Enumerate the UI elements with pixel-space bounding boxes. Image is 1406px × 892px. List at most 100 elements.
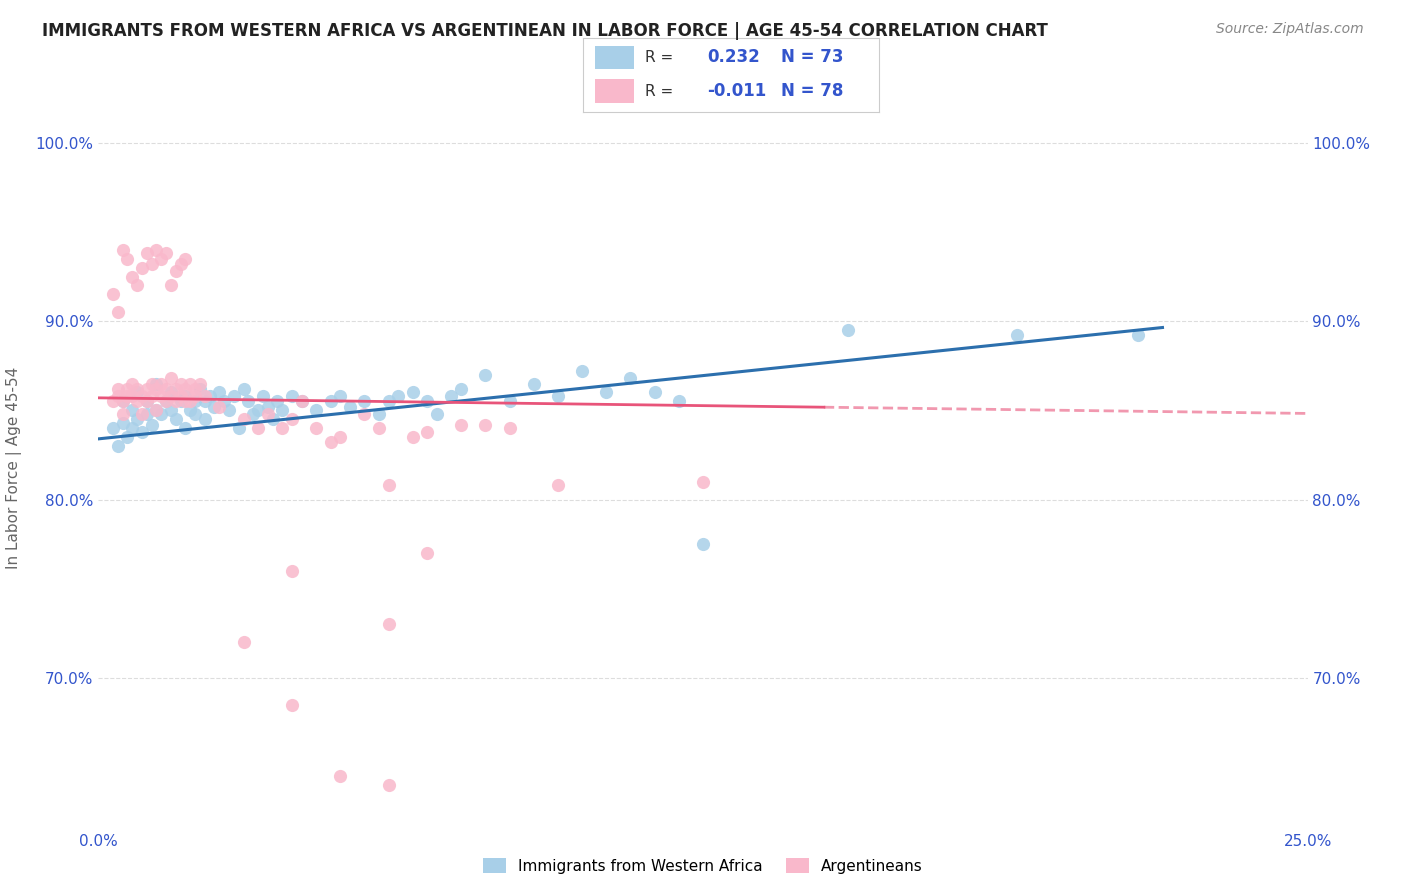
Point [160, 389, 183, 403]
Point [127, 278, 149, 293]
Text: Source: ZipAtlas.com: Source: ZipAtlas.com [1216, 22, 1364, 37]
Point [416, 546, 439, 560]
Point [174, 382, 197, 396]
Point [368, 407, 391, 421]
Point [281, 698, 304, 712]
Point [644, 385, 666, 400]
Point [377, 394, 399, 409]
Point [377, 617, 399, 632]
Point [155, 246, 177, 260]
Point [174, 394, 197, 409]
Point [111, 243, 134, 257]
Point [169, 394, 191, 409]
Point [101, 421, 124, 435]
Point [256, 400, 278, 414]
Point [212, 394, 235, 409]
Point [145, 403, 167, 417]
Point [595, 385, 617, 400]
Point [169, 257, 191, 271]
Point [160, 278, 183, 293]
Point [329, 430, 352, 444]
Point [155, 394, 177, 409]
Text: R =: R = [645, 50, 673, 65]
Point [117, 252, 139, 266]
Point [121, 421, 143, 435]
Point [155, 394, 177, 409]
Point [281, 389, 304, 403]
Point [232, 382, 254, 396]
Legend: Immigrants from Western Africa, Argentineans: Immigrants from Western Africa, Argentin… [477, 852, 929, 880]
Point [1007, 328, 1029, 343]
Point [111, 407, 134, 421]
Point [131, 389, 153, 403]
Point [247, 421, 270, 435]
Point [150, 376, 173, 391]
Point [127, 385, 149, 400]
Point [329, 389, 352, 403]
FancyBboxPatch shape [595, 45, 634, 69]
Text: 0.232: 0.232 [707, 48, 761, 66]
Point [145, 403, 167, 417]
Point [101, 287, 124, 301]
Point [474, 417, 496, 432]
Point [111, 394, 134, 409]
Point [135, 382, 157, 396]
Point [232, 635, 254, 649]
Point [547, 389, 569, 403]
Point [218, 403, 240, 417]
Y-axis label: In Labor Force | Age 45-54: In Labor Force | Age 45-54 [6, 368, 21, 569]
Point [111, 394, 134, 409]
Point [353, 394, 375, 409]
Point [619, 371, 641, 385]
Point [692, 475, 714, 489]
Point [194, 394, 217, 409]
Point [145, 376, 167, 391]
Point [141, 376, 163, 391]
Point [117, 430, 139, 444]
Point [256, 407, 278, 421]
Point [160, 385, 183, 400]
Point [377, 478, 399, 492]
Point [121, 376, 143, 391]
Point [131, 407, 153, 421]
Point [160, 403, 183, 417]
Point [271, 403, 294, 417]
Point [281, 412, 304, 426]
Point [165, 382, 187, 396]
Point [188, 376, 211, 391]
Point [145, 382, 167, 396]
Point [426, 407, 449, 421]
Point [141, 257, 163, 271]
Point [179, 394, 201, 409]
Point [135, 394, 157, 409]
Point [145, 243, 167, 257]
Point [668, 394, 690, 409]
Point [208, 385, 231, 400]
Point [179, 403, 201, 417]
Point [368, 421, 391, 435]
Point [165, 412, 187, 426]
Point [228, 421, 250, 435]
Point [155, 382, 177, 396]
Point [377, 778, 399, 792]
Point [329, 769, 352, 783]
Point [305, 403, 328, 417]
Point [194, 412, 217, 426]
Point [416, 425, 439, 439]
Point [252, 389, 274, 403]
Text: R =: R = [645, 84, 673, 98]
Point [117, 382, 139, 396]
Point [281, 564, 304, 578]
Point [450, 417, 472, 432]
Point [174, 421, 197, 435]
Point [208, 400, 231, 414]
Point [353, 407, 375, 421]
Point [290, 394, 312, 409]
Point [117, 389, 139, 403]
Point [339, 400, 361, 414]
Point [150, 389, 173, 403]
Point [169, 376, 191, 391]
Point [319, 394, 342, 409]
Point [194, 389, 217, 403]
Point [837, 323, 859, 337]
